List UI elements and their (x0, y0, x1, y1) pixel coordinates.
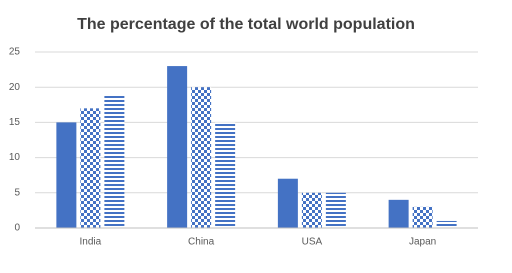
y-tick-label: 20 (9, 82, 21, 93)
bar (325, 192, 346, 228)
y-tick-label: 10 (9, 152, 21, 163)
x-tick-label: USA (302, 237, 323, 248)
x-tick-label: China (188, 237, 215, 248)
bar (167, 66, 188, 228)
bar (436, 220, 457, 228)
bar (215, 122, 236, 228)
y-tick-label: 0 (14, 223, 20, 234)
x-tick-label: Japan (409, 237, 436, 248)
bar (301, 192, 322, 228)
chart-title: The percentage of the total world popula… (77, 16, 415, 33)
bar (277, 178, 298, 228)
bar (104, 94, 125, 229)
bar (80, 108, 101, 228)
y-tick-label: 5 (14, 187, 20, 198)
y-tick-label: 25 (9, 47, 21, 58)
bar (412, 206, 433, 228)
x-tick-label: India (80, 237, 102, 248)
bar (191, 87, 212, 228)
y-tick-label: 15 (9, 117, 21, 128)
bar (56, 122, 77, 228)
bar (388, 199, 409, 228)
